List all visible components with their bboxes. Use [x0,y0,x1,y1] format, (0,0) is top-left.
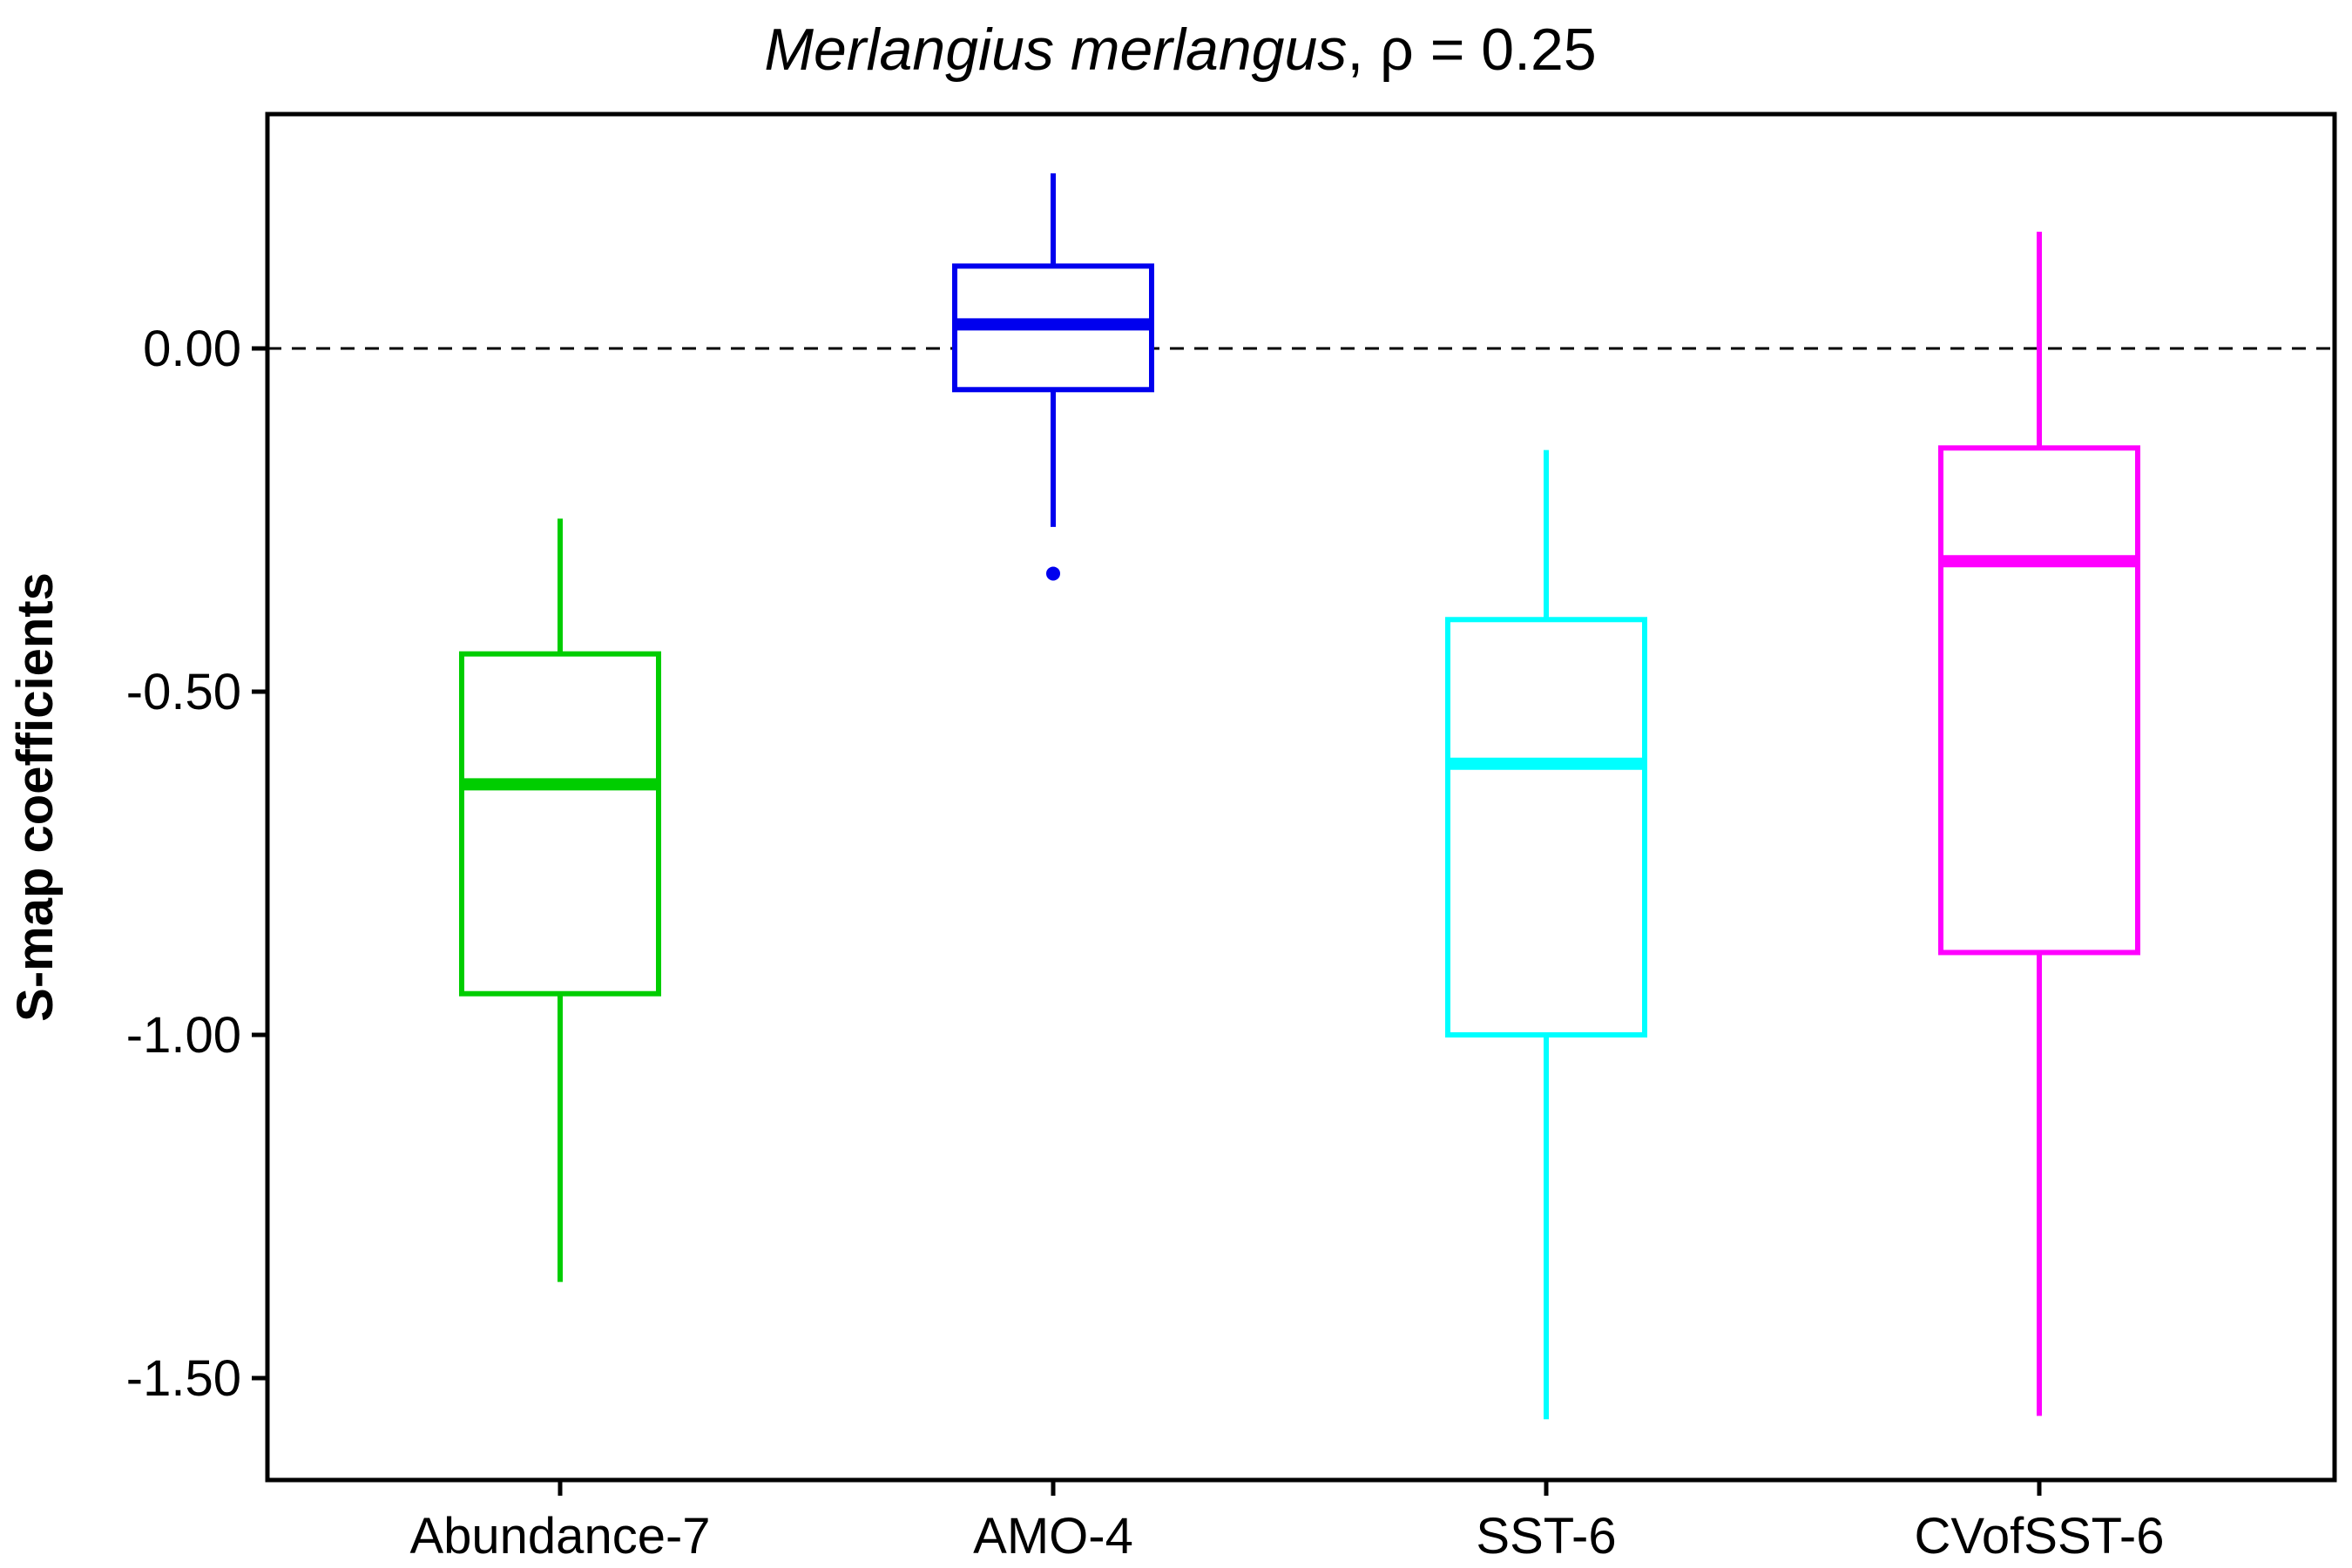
box-iqr [1938,445,2140,956]
x-tick-label: SST-6 [1476,1508,1616,1565]
box-amo-4 [952,173,1154,581]
boxes-group [459,173,2140,1420]
chart-title: Merlangius merlangus, ρ = 0.25 [764,17,1596,83]
plot-frame [265,112,2337,1483]
box-iqr [1445,617,1647,1037]
y-axis: 0.00 -0.50 -1.00 -1.50 [126,321,267,1407]
y-axis-label: S-map coefficients [7,572,64,1022]
outlier-point [1046,566,1060,581]
box-sst-6 [1445,449,1647,1420]
title-species: Merlangius merlangus [764,17,1347,83]
x-tick-label: AMO-4 [973,1508,1133,1565]
y-tick-label: -1.50 [126,1350,241,1407]
x-axis: Abundance-7 AMO-4 SST-6 CVofSST-6 [409,1480,2164,1565]
y-tick-label: -0.50 [126,664,241,720]
title-rest: , ρ = 0.25 [1347,17,1596,83]
box-iqr [459,651,661,997]
y-tick-label: -1.00 [126,1007,241,1064]
box-abundance-7 [459,518,661,1282]
y-tick-label: 0.00 [143,321,241,377]
x-tick-label: Abundance-7 [409,1508,710,1565]
x-tick-label: CVofSST-6 [1915,1508,2165,1565]
box-cvofsst-6 [1938,232,2140,1416]
